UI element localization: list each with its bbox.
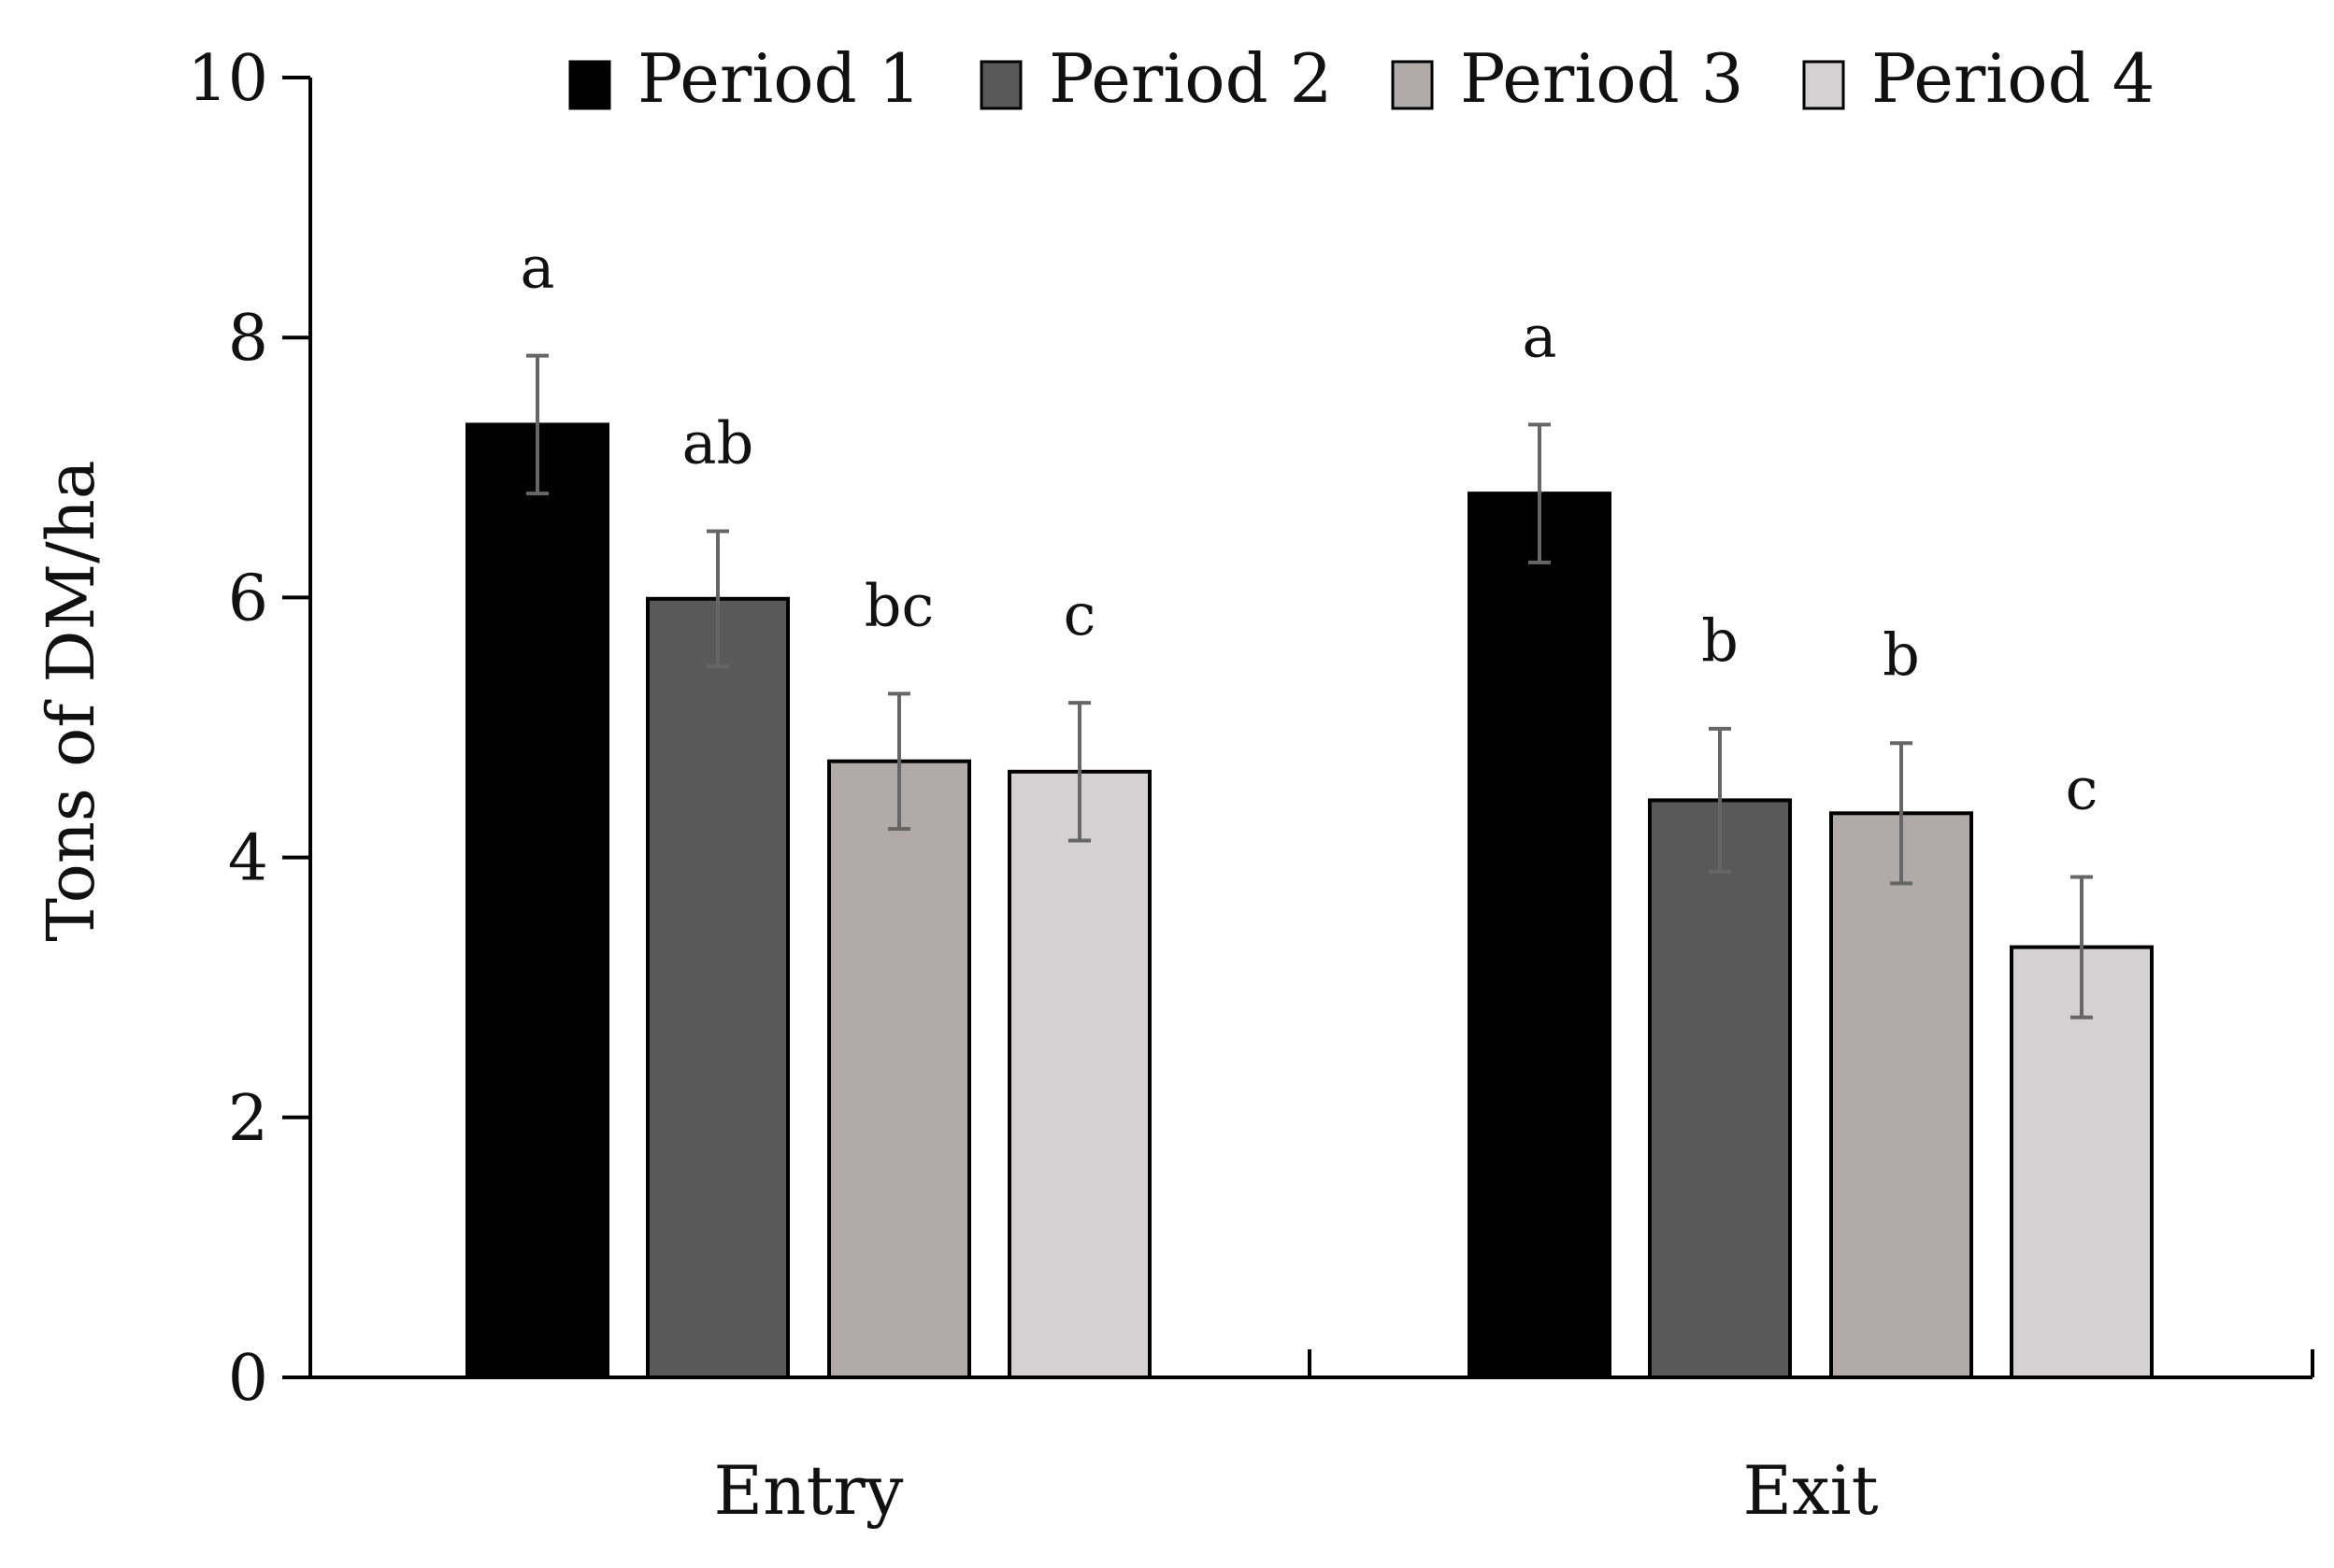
y-tick-label: 8 — [228, 302, 268, 376]
bar — [827, 759, 971, 1379]
significance-letter: c — [2066, 754, 2098, 822]
legend-label: Period 2 — [1049, 39, 1332, 118]
bar — [1468, 492, 1611, 1379]
y-tick-label: 2 — [228, 1082, 268, 1156]
x-category-label: Exit — [1742, 1451, 1878, 1530]
bar — [1829, 811, 1973, 1379]
legend-swatch — [980, 60, 1023, 110]
y-axis-label: Tons of DM/ha — [33, 460, 109, 941]
legend-label: Period 4 — [1871, 39, 2155, 118]
significance-letter: bc — [865, 571, 934, 639]
significance-letter: a — [1523, 302, 1557, 370]
significance-letter: b — [1883, 620, 1920, 689]
y-tick-label: 4 — [228, 822, 268, 896]
legend-label: Period 3 — [1460, 39, 1743, 118]
x-category-label: Entry — [714, 1451, 904, 1530]
y-tick-label: 10 — [187, 42, 268, 116]
significance-letter: a — [521, 234, 555, 302]
y-tick-label: 0 — [228, 1342, 268, 1416]
bar — [465, 422, 609, 1380]
bar — [1008, 769, 1152, 1379]
legend-label: Period 1 — [637, 39, 921, 118]
significance-letter: c — [1064, 580, 1096, 649]
legend-swatch — [1391, 60, 1434, 110]
bar — [646, 596, 790, 1379]
bar — [1648, 798, 1792, 1379]
legend-swatch — [1802, 60, 1845, 110]
legend-swatch — [568, 60, 611, 110]
y-tick-label: 6 — [228, 562, 268, 635]
significance-letter: b — [1701, 606, 1739, 675]
significance-letter: ab — [682, 408, 754, 477]
